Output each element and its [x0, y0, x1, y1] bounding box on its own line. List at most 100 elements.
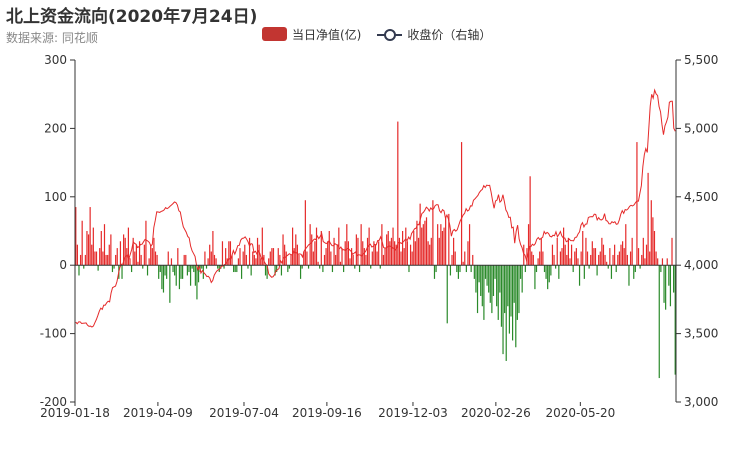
bar: [212, 231, 214, 266]
bar: [191, 265, 193, 269]
bar: [357, 237, 359, 266]
bar: [449, 265, 452, 276]
bar: [175, 265, 177, 286]
bar: [448, 213, 450, 266]
bar: [197, 265, 200, 283]
bar: [457, 265, 459, 279]
y-left-tick-label: 100: [44, 190, 67, 204]
bar: [362, 241, 364, 266]
bar: [598, 254, 600, 266]
bar: [309, 224, 311, 266]
bar: [315, 227, 318, 266]
bar: [376, 251, 378, 266]
bar: [341, 248, 343, 266]
bar: [237, 258, 239, 266]
bar: [102, 251, 104, 266]
bar: [116, 248, 118, 266]
bar: [459, 265, 461, 273]
bar: [566, 254, 568, 266]
bar: [507, 265, 509, 307]
bar: [94, 251, 96, 266]
bar: [368, 227, 370, 266]
bar: [344, 241, 346, 266]
bar: [409, 244, 412, 266]
bar: [307, 265, 310, 269]
bar: [559, 251, 562, 266]
bar: [553, 254, 555, 266]
bar: [105, 254, 107, 266]
bar: [119, 241, 122, 266]
bar: [451, 254, 453, 266]
bar: [75, 207, 77, 266]
bar: [586, 251, 589, 266]
bar: [386, 234, 388, 266]
bar: [111, 265, 114, 273]
bar: [115, 254, 117, 266]
bar: [417, 237, 420, 266]
bar: [580, 251, 582, 266]
bar: [433, 265, 436, 279]
bar: [484, 265, 487, 279]
bar: [521, 265, 523, 293]
bar: [239, 248, 241, 266]
bar: [266, 265, 268, 279]
bar: [508, 265, 511, 334]
bar: [138, 241, 141, 266]
bar: [280, 265, 283, 276]
bar: [269, 251, 271, 266]
bar: [347, 241, 349, 266]
bar: [253, 254, 255, 266]
bar: [502, 265, 504, 355]
bar: [480, 265, 482, 296]
bar: [201, 265, 203, 269]
bar: [669, 265, 672, 307]
bar: [78, 265, 80, 276]
bar: [441, 231, 444, 266]
bar: [567, 237, 569, 266]
bar: [159, 265, 161, 273]
bar: [311, 234, 313, 266]
bar: [652, 217, 654, 266]
bar: [555, 265, 557, 269]
bar: [406, 241, 408, 266]
bar: [462, 261, 464, 266]
bar: [86, 231, 88, 266]
bar: [518, 265, 520, 314]
bar: [256, 237, 259, 266]
bar: [464, 251, 466, 266]
bar: [473, 265, 475, 279]
y-left-tick-label: 300: [44, 53, 67, 67]
bar: [547, 265, 549, 290]
bar: [641, 254, 643, 266]
bar: [358, 265, 361, 273]
bar: [446, 265, 448, 324]
bar: [515, 265, 517, 348]
bar: [550, 265, 552, 276]
bar: [373, 241, 375, 266]
bar: [435, 265, 437, 273]
bar: [209, 244, 211, 266]
bar: [489, 265, 491, 303]
legend-item-close-price[interactable]: 收盘价（右轴）: [377, 26, 491, 43]
bar: [578, 265, 581, 286]
bar: [478, 265, 480, 283]
bar: [551, 244, 554, 266]
bar: [582, 231, 584, 266]
bar: [612, 254, 614, 266]
bar: [537, 258, 539, 266]
legend-item-net-flow[interactable]: 当日净值(亿): [262, 26, 361, 43]
bar: [512, 265, 514, 341]
bar: [534, 265, 536, 290]
legend[interactable]: 当日净值(亿) 收盘价（右轴）: [262, 25, 507, 43]
y-left-tick-label: -100: [40, 327, 67, 341]
bar: [671, 237, 673, 266]
bar: [233, 265, 235, 273]
bar: [158, 265, 160, 279]
bar: [438, 237, 440, 266]
bar: [650, 200, 652, 266]
bar: [145, 220, 147, 266]
bar: [282, 234, 284, 266]
bar: [113, 265, 115, 269]
bar: [87, 234, 90, 266]
